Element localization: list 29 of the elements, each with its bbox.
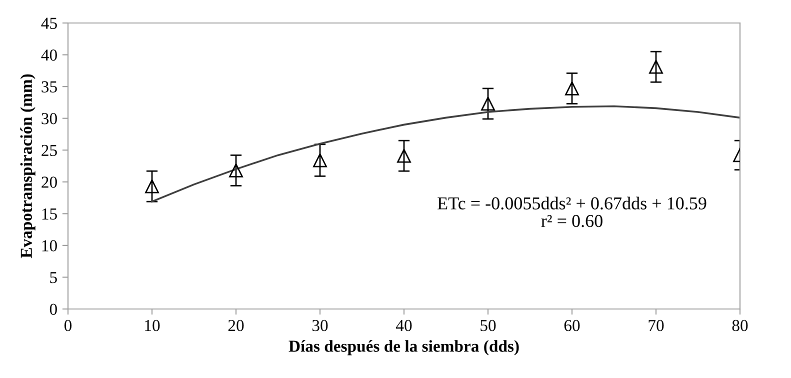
point bbox=[565, 82, 579, 96]
x-axis-title: Días después de la siembra (dds) bbox=[288, 340, 519, 356]
y-tick-label: 20 bbox=[42, 176, 57, 188]
x-tick-label: 0 bbox=[64, 320, 72, 332]
point bbox=[481, 96, 495, 111]
y-tick-label: 30 bbox=[42, 113, 57, 124]
y-tick-label: 45 bbox=[41, 18, 57, 29]
point bbox=[649, 60, 663, 74]
x-tick-label: 20 bbox=[228, 320, 244, 332]
x-tick-label: 30 bbox=[312, 320, 328, 332]
y-axis-title: Evapotranspiración (mm) bbox=[20, 74, 36, 258]
point bbox=[145, 179, 159, 194]
x-tick-label: 10 bbox=[145, 320, 160, 332]
y-tick-label: 10 bbox=[42, 240, 57, 252]
y-tick-label: 5 bbox=[50, 272, 57, 284]
y-tick-label: 35 bbox=[42, 81, 57, 92]
y-tick-label: 40 bbox=[41, 49, 57, 61]
y-tick-label: 15 bbox=[42, 208, 57, 220]
point bbox=[397, 148, 411, 163]
x-tick-label: 60 bbox=[564, 320, 580, 332]
x-tick-label: 70 bbox=[648, 320, 664, 332]
annotation: ETc = -0.0055dds² + 0.67dds + 10.59 r² = 0.60 bbox=[438, 196, 706, 228]
x-tick-label: 50 bbox=[480, 320, 496, 332]
x-tick-label: 40 bbox=[396, 320, 412, 332]
x-tick-label: 80 bbox=[732, 320, 748, 332]
point bbox=[313, 153, 327, 168]
y-tick-label: 0 bbox=[50, 304, 57, 315]
point bbox=[229, 164, 243, 178]
y-tick-label: 25 bbox=[42, 144, 57, 156]
